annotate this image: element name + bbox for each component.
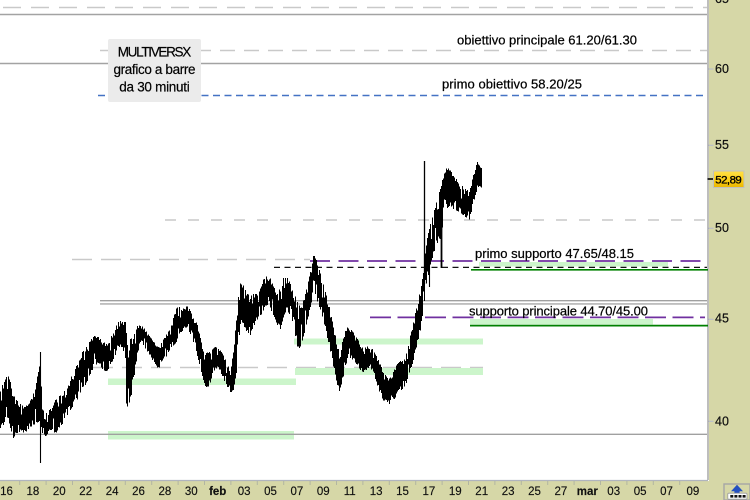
- svg-text:13: 13: [370, 486, 383, 498]
- svg-text:17: 17: [423, 486, 436, 498]
- svg-text:28: 28: [159, 486, 172, 498]
- svg-text:05: 05: [264, 486, 277, 498]
- svg-text:65: 65: [715, 0, 729, 6]
- svg-text:primo obiettivo 58.20/25: primo obiettivo 58.20/25: [442, 77, 582, 92]
- svg-text:05: 05: [634, 486, 647, 498]
- svg-text:MULTIVERSX: MULTIVERSX: [118, 45, 192, 60]
- svg-text:feb: feb: [209, 486, 226, 498]
- svg-text:52,89: 52,89: [715, 175, 742, 187]
- svg-text:22: 22: [79, 486, 92, 498]
- svg-text:03: 03: [607, 486, 620, 498]
- svg-text:supporto principale 44.70/45.0: supporto principale 44.70/45.00: [469, 304, 648, 319]
- svg-text:18: 18: [27, 486, 40, 498]
- svg-text:09: 09: [317, 486, 330, 498]
- svg-text:09: 09: [687, 486, 700, 498]
- svg-text:07: 07: [291, 486, 304, 498]
- svg-text:obiettivo principale 61.20/61.: obiettivo principale 61.20/61.30: [457, 33, 637, 48]
- svg-text:40: 40: [715, 415, 729, 429]
- svg-text:da 30 minuti: da 30 minuti: [119, 80, 190, 95]
- svg-text:20: 20: [53, 486, 66, 498]
- svg-text:24: 24: [106, 486, 119, 498]
- svg-text:30: 30: [185, 486, 198, 498]
- svg-text:60: 60: [715, 62, 729, 76]
- svg-text:primo supporto 47.65/48.15: primo supporto 47.65/48.15: [475, 246, 634, 261]
- svg-text:19: 19: [449, 486, 462, 498]
- svg-text:27: 27: [555, 486, 568, 498]
- svg-text:mar: mar: [577, 486, 599, 498]
- svg-text:11: 11: [344, 486, 356, 498]
- svg-text:45: 45: [715, 312, 729, 326]
- svg-text:21: 21: [475, 486, 488, 498]
- svg-text:23: 23: [502, 486, 515, 498]
- svg-text:16: 16: [0, 486, 13, 498]
- svg-text:25: 25: [528, 486, 541, 498]
- svg-text:15: 15: [396, 486, 409, 498]
- svg-text:03: 03: [238, 486, 251, 498]
- svg-text:50: 50: [715, 221, 729, 235]
- svg-text:55: 55: [715, 138, 729, 152]
- svg-text:07: 07: [660, 486, 673, 498]
- svg-text:26: 26: [132, 486, 145, 498]
- svg-text:grafico a barre: grafico a barre: [114, 62, 196, 77]
